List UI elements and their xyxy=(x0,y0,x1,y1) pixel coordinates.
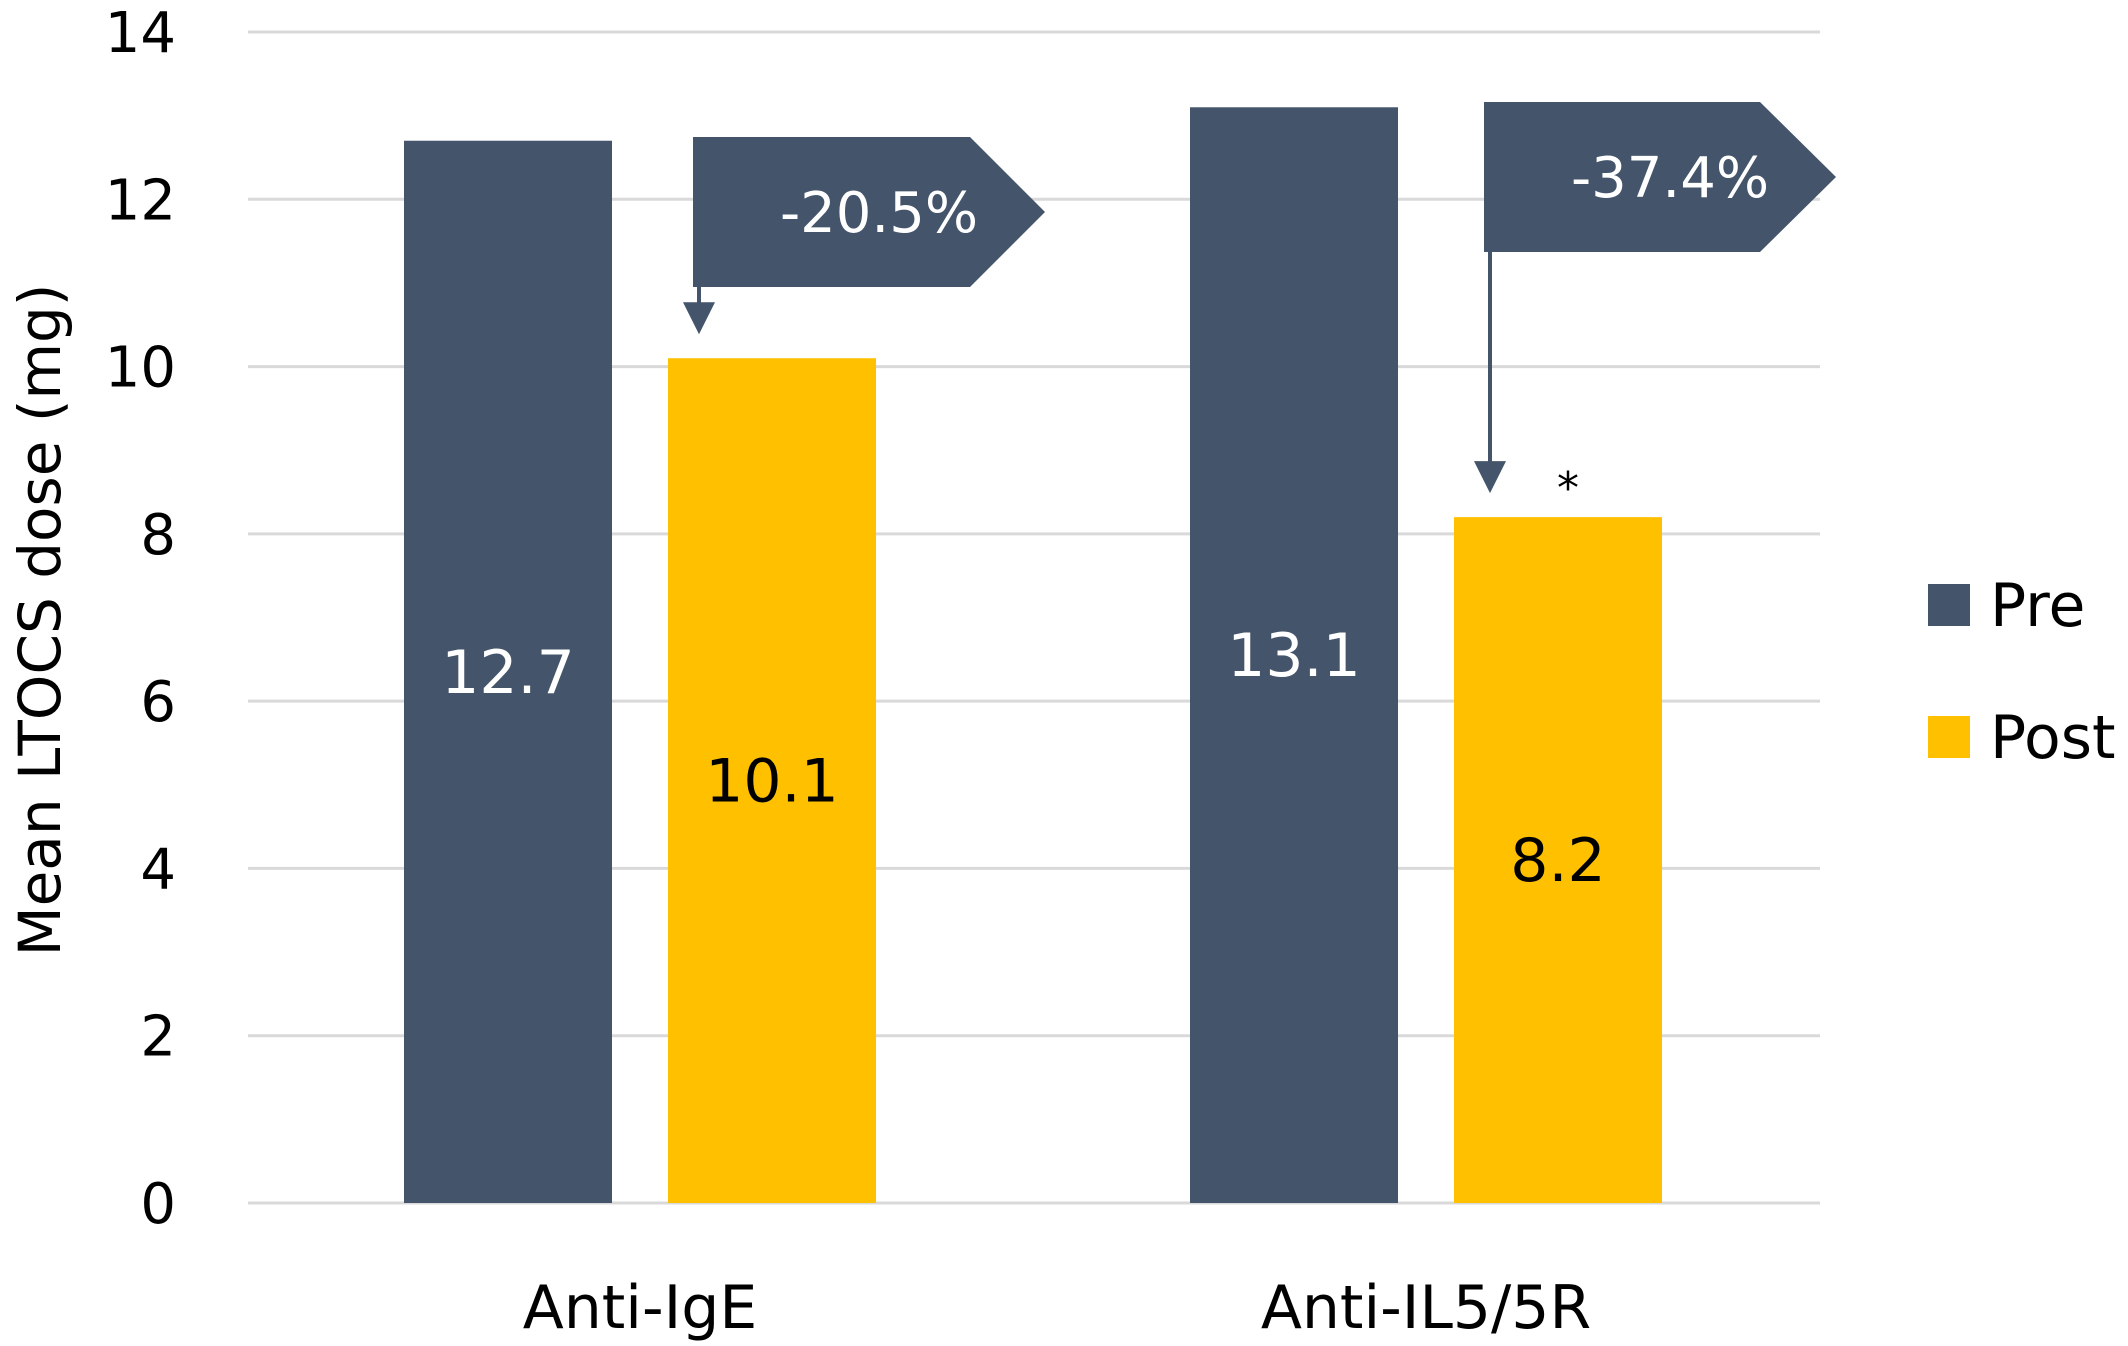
bar-pre-anti-il5-5r xyxy=(1190,107,1398,1204)
data-label-post-0: 10.1 xyxy=(705,747,839,817)
y-axis-ticks: 0 2 4 6 8 10 12 14 xyxy=(105,1,176,1237)
significance-markers: * xyxy=(1557,463,1579,514)
legend-label-post: Post xyxy=(1990,703,2116,773)
y-tick-label-8: 8 xyxy=(140,503,176,568)
y-tick-label-6: 6 xyxy=(140,670,176,735)
callout-shape-1 xyxy=(1484,102,1836,252)
legend-label-pre: Pre xyxy=(1990,571,2085,641)
data-label-post-1: 8.2 xyxy=(1510,826,1605,896)
callout-text-1: -37.4% xyxy=(1571,146,1769,211)
data-label-pre-0: 12.7 xyxy=(441,638,575,708)
bar-pre-anti-ige xyxy=(404,140,612,1203)
y-tick-label-12: 12 xyxy=(105,168,176,233)
callout-text-0: -20.5% xyxy=(780,181,978,246)
callout-0: -20.5% xyxy=(683,137,1045,335)
legend: Pre Post xyxy=(1928,571,2116,773)
callout-shape-0 xyxy=(693,137,1045,287)
bar-post-anti-il5-5r xyxy=(1454,517,1662,1203)
x-axis-categories: Anti-IgE Anti-IL5/5R xyxy=(523,1273,1591,1343)
y-tick-label-14: 14 xyxy=(105,1,176,66)
data-labels: 12.7 13.1 10.1 8.2 xyxy=(441,621,1606,896)
legend-swatch-pre xyxy=(1928,584,1970,626)
callout-arrowhead-0 xyxy=(683,302,715,335)
bars xyxy=(404,107,1662,1204)
x-category-label-0: Anti-IgE xyxy=(523,1273,758,1343)
data-label-pre-1: 13.1 xyxy=(1227,621,1361,691)
y-axis-title: Mean LTOCS dose (mg) xyxy=(6,284,74,957)
y-tick-label-4: 4 xyxy=(140,837,176,902)
significance-marker-0: * xyxy=(1557,463,1579,514)
callout-arrowhead-1 xyxy=(1474,461,1506,494)
x-category-label-1: Anti-IL5/5R xyxy=(1261,1273,1591,1343)
legend-swatch-post xyxy=(1928,716,1970,758)
y-tick-label-2: 2 xyxy=(140,1005,176,1070)
callout-1: -37.4% xyxy=(1474,102,1836,494)
y-tick-label-10: 10 xyxy=(105,336,176,401)
percent-change-callouts: -20.5% -37.4% xyxy=(683,102,1836,494)
bar-post-anti-ige xyxy=(668,358,876,1203)
y-tick-label-0: 0 xyxy=(140,1172,176,1237)
